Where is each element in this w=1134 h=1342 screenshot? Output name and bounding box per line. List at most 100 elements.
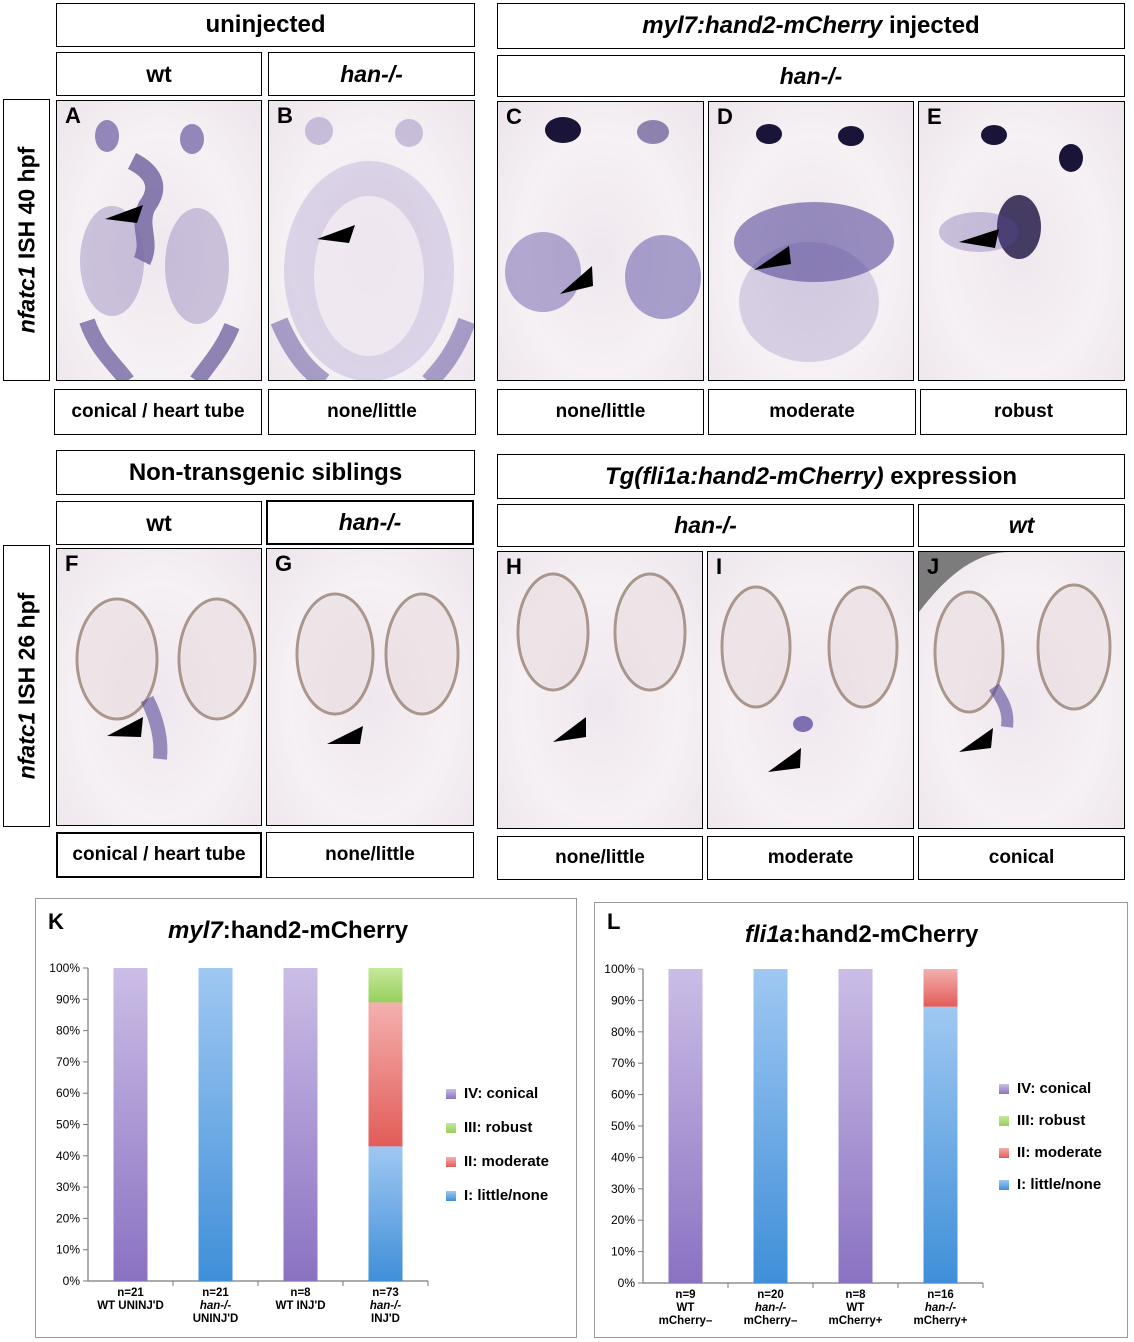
bar-segment — [838, 969, 873, 1283]
panel-a: A — [56, 100, 262, 381]
panel-b: B — [268, 100, 475, 381]
panel-label-j: J — [927, 554, 940, 579]
x-category-label: n=9 — [675, 1289, 695, 1301]
y-tick-label: 70% — [56, 1055, 80, 1069]
caption-b: none/little — [268, 389, 476, 435]
bar-segment — [923, 969, 958, 1007]
arrowhead-g — [327, 726, 363, 744]
y-tick-label: 0% — [618, 1276, 636, 1290]
arrowhead-f — [107, 717, 143, 737]
arrowhead-e — [959, 229, 999, 248]
bar-segment — [368, 1002, 403, 1147]
x-category-label: han-/- — [200, 1300, 231, 1312]
caption-d: moderate — [708, 389, 916, 435]
side-label-40hpf: nfatc1 ISH 40 hpf — [3, 99, 50, 381]
bar-segment — [923, 1006, 958, 1283]
arrowhead-h — [553, 717, 586, 742]
bar-segment — [283, 968, 318, 1281]
x-category-label: han-/- — [370, 1300, 401, 1312]
panel-label-i: I — [716, 554, 723, 579]
panel-f: F — [56, 548, 262, 826]
x-category-label: mCherry– — [659, 1315, 713, 1327]
injected-suffix: injected — [882, 12, 980, 39]
x-category-label: mCherry+ — [913, 1315, 967, 1327]
chart-letter-l: L — [607, 909, 621, 934]
panel-label-g: G — [275, 551, 293, 576]
legend-item: I: little/none — [999, 1176, 1101, 1193]
panel-i: I — [707, 551, 914, 829]
caption-i: moderate — [707, 836, 914, 880]
y-tick-label: 50% — [611, 1119, 635, 1133]
genotype-wt-tg: wt — [918, 504, 1125, 547]
legend-item: III: robust — [999, 1112, 1085, 1129]
y-tick-label: 30% — [56, 1180, 80, 1194]
legend-label: IV: conical — [1017, 1080, 1092, 1097]
myl7-injected-header: myl7:hand2-mCherry injected — [497, 3, 1125, 49]
bar-segment — [113, 968, 148, 1281]
caption-g: none/little — [266, 832, 474, 878]
x-category-label: INJ'D — [371, 1313, 400, 1325]
chart-letter-k: K — [48, 909, 64, 934]
arrowhead-j — [959, 728, 993, 752]
panel-label-e: E — [927, 104, 942, 129]
legend-label: II: moderate — [1017, 1144, 1103, 1161]
x-category-label: n=8 — [290, 1287, 311, 1299]
x-category-label: n=21 — [117, 1287, 144, 1299]
panel-j: J — [918, 551, 1125, 829]
legend-item: IV: conical — [999, 1080, 1091, 1097]
legend-swatch — [999, 1116, 1009, 1126]
y-tick-label: 20% — [56, 1211, 80, 1225]
x-category-label: n=16 — [927, 1289, 954, 1301]
myl7-gene-name: myl7:hand2-mCherry — [642, 12, 883, 39]
legend-swatch — [446, 1191, 456, 1201]
panel-label-c: C — [506, 104, 522, 129]
caption-a: conical / heart tube — [54, 389, 262, 435]
legend-item: III: robust — [446, 1119, 532, 1136]
caption-c: none/little — [497, 389, 704, 435]
y-tick-label: 60% — [56, 1086, 80, 1100]
x-category-label: han-/- — [755, 1302, 786, 1314]
panel-h: H — [497, 551, 703, 829]
chart-k-plot: 0%10%20%30%40%50%60%70%80%90%100%n=21WT … — [49, 961, 429, 1325]
panel-label-h: H — [506, 554, 522, 579]
y-tick-label: 10% — [611, 1245, 635, 1259]
genotype-han-tg: han-/- — [497, 504, 914, 547]
caption-e: robust — [920, 389, 1127, 435]
chart-l: L fli1a:hand2-mCherry 0% 10% 20% 30% 40% 50% 6… — [594, 902, 1128, 1338]
legend-label: IV: conical — [464, 1085, 539, 1102]
tg-expression-header: Tg(fli1a:hand2-mCherry) expression — [497, 454, 1125, 499]
uninjected-header: uninjected — [56, 3, 475, 47]
y-tick-label: 90% — [611, 993, 635, 1007]
arrowhead-c — [560, 266, 593, 294]
panel-e: E — [918, 101, 1125, 381]
y-tick-label: 80% — [611, 1025, 635, 1039]
panel-c: C — [497, 101, 704, 381]
arrowhead-d — [754, 246, 791, 270]
genotype-wt-bottom: wt — [56, 501, 262, 545]
x-category-label: UNINJ'D — [193, 1313, 239, 1325]
legend-label: II: moderate — [464, 1153, 550, 1170]
legend-item: II: moderate — [999, 1144, 1102, 1161]
y-tick-label: 70% — [611, 1056, 635, 1070]
chart-k: K myl7:hand2-mCherry 0% 10% 20% 30% 40% 50% 60… — [35, 898, 577, 1338]
panel-label-a: A — [65, 103, 81, 128]
bar-segment — [368, 1146, 403, 1281]
x-category-label: mCherry– — [744, 1315, 798, 1327]
chart-title-l: fli1a:hand2-mCherry — [745, 921, 979, 948]
chart-l-plot: 0%10%20%30%40%50%60%70%80%90%100%n=9WTmC… — [604, 962, 984, 1327]
bar-segment — [753, 969, 788, 1283]
x-category-label: mCherry+ — [828, 1315, 882, 1327]
legend-label: I: little/none — [464, 1187, 549, 1204]
arrowhead-a — [105, 205, 143, 223]
x-category-label: WT UNINJ'D — [97, 1300, 164, 1312]
panel-label-b: B — [277, 103, 293, 128]
caption-h: none/little — [497, 836, 703, 880]
y-tick-label: 40% — [611, 1150, 635, 1164]
y-tick-label: 40% — [56, 1149, 80, 1163]
legend-swatch — [446, 1089, 456, 1099]
y-tick-label: 90% — [56, 992, 80, 1006]
y-tick-label: 50% — [56, 1118, 80, 1132]
y-tick-label: 60% — [611, 1088, 635, 1102]
legend-item: I: little/none — [446, 1187, 548, 1204]
legend-swatch — [999, 1084, 1009, 1094]
